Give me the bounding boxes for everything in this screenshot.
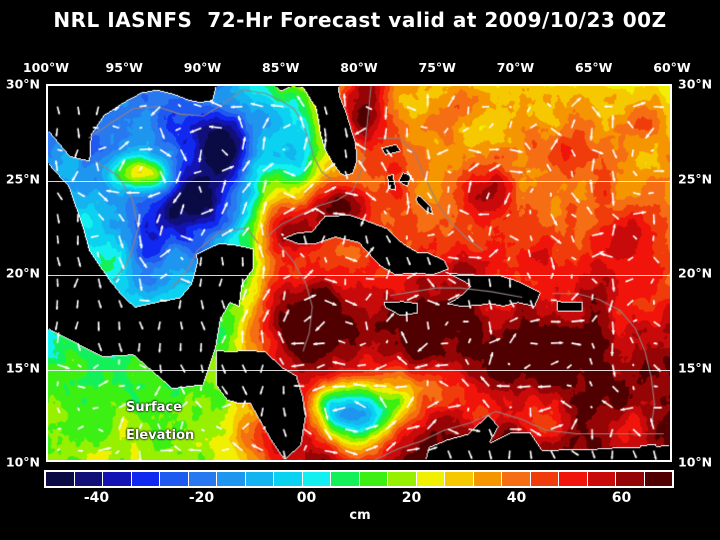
colorbar-segment [502, 472, 531, 486]
lon-tick-label: 95°W [105, 60, 143, 75]
colorbar-segment [46, 472, 75, 486]
lat-tick-label-right: 20°N [678, 265, 713, 281]
lat-tick-label-left: 10°N [5, 454, 40, 470]
lon-tick-label: 60°W [653, 60, 691, 75]
colorbar [44, 470, 674, 488]
lon-tick-label: 100°W [22, 60, 70, 75]
lon-tick-label: 80°W [340, 60, 378, 75]
colorbar-segment [217, 472, 246, 486]
map-plot-area: Surface Elevation [46, 84, 672, 462]
lat-tick-label-right: 30°N [678, 76, 713, 92]
colorbar-segment [530, 472, 559, 486]
colorbar-unit-label: cm [349, 508, 371, 523]
colorbar-segment [103, 472, 132, 486]
lat-tick-label-right: 25°N [678, 171, 713, 186]
gridline-parallel [48, 370, 670, 371]
lat-tick-label-right: 10°N [678, 454, 713, 470]
colorbar-segment [245, 472, 274, 486]
colorbar-tick-label: -20 [188, 490, 215, 506]
colorbar-tick-label: 20 [401, 490, 422, 506]
colorbar-segment [131, 472, 160, 486]
colorbar-segment [274, 472, 303, 486]
colorbar-tick-label: -40 [83, 490, 110, 506]
colorbar-segment [188, 472, 217, 486]
colorbar-segment [445, 472, 474, 486]
colorbar-segment [473, 472, 502, 486]
lon-tick-label: 85°W [262, 60, 300, 75]
sea-surface-elevation-field [48, 86, 670, 460]
colorbar-segment [616, 472, 645, 486]
lat-tick-label-left: 30°N [5, 76, 40, 92]
colorbar-segment [74, 472, 103, 486]
colorbar-tick-label: 60 [611, 490, 632, 506]
colorbar-segment [359, 472, 388, 486]
colorbar-tick-label: 40 [506, 490, 527, 506]
lat-tick-label-left: 20°N [5, 265, 40, 281]
colorbar-segment [559, 472, 588, 486]
lon-tick-label: 75°W [418, 60, 456, 75]
colorbar-segment [644, 472, 672, 486]
gridline-parallel [48, 181, 670, 182]
gridline-parallel [48, 275, 670, 276]
lat-tick-label-left: 25°N [5, 171, 40, 186]
lat-tick-label-right: 15°N [678, 360, 713, 375]
lon-tick-label: 65°W [575, 60, 613, 75]
page-title: NRL IASNFS 72-Hr Forecast valid at 2009/… [53, 8, 667, 32]
colorbar-segment [160, 472, 189, 486]
lon-tick-label: 70°W [496, 60, 535, 75]
colorbar-segment [302, 472, 331, 486]
colorbar-segment [388, 472, 417, 486]
colorbar-segment [587, 472, 616, 486]
lon-tick-label: 90°W [183, 60, 222, 75]
colorbar-segment [331, 472, 360, 486]
lat-tick-label-left: 15°N [5, 360, 40, 375]
colorbar-tick-label: 00 [296, 490, 317, 506]
colorbar-segment [416, 472, 445, 486]
